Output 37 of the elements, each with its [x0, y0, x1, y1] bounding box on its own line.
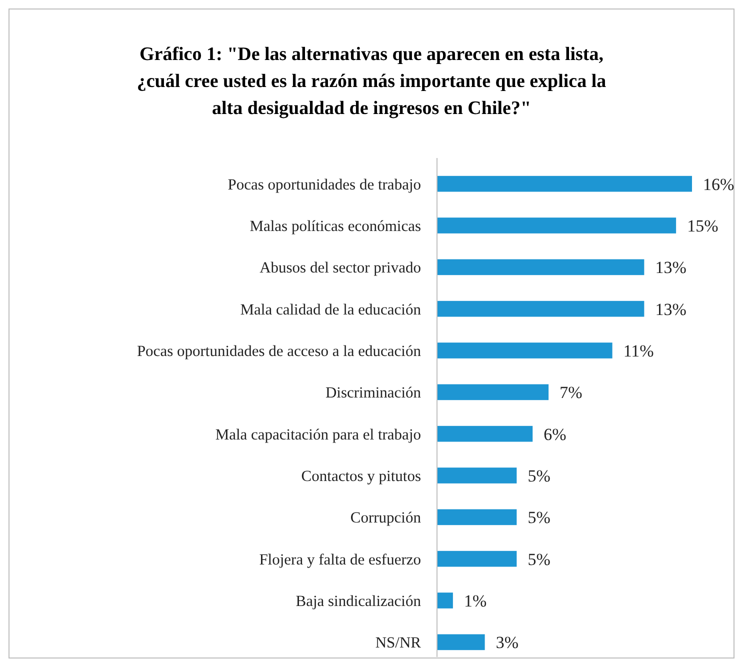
bar — [437, 468, 517, 484]
data-label: 1% — [464, 591, 487, 610]
data-label: 13% — [655, 300, 686, 319]
bar — [437, 300, 644, 317]
data-label: 5% — [528, 466, 550, 486]
data-label: 15% — [687, 216, 718, 236]
y-tick-label: Malas políticas económicas — [250, 218, 421, 235]
data-label: 16% — [703, 174, 734, 194]
y-tick-label: Contactos y pitutos — [301, 468, 421, 485]
y-tick-label: NS/NR — [375, 634, 422, 652]
data-label: 11% — [623, 341, 654, 360]
bar — [437, 426, 533, 442]
bar — [437, 550, 517, 567]
bar — [437, 218, 676, 234]
data-label: 6% — [544, 424, 566, 444]
y-tick-label: Baja sindicalización — [296, 592, 422, 610]
data-label: 3% — [496, 633, 518, 652]
y-tick-label: Mala capacitación para el trabajo — [215, 426, 422, 444]
bar — [437, 342, 612, 358]
y-tick-label: Corrupción — [350, 510, 422, 527]
data-label: 7% — [560, 383, 582, 402]
bar — [437, 176, 692, 192]
bar — [437, 592, 453, 608]
bar — [437, 634, 485, 650]
data-label: 5% — [528, 508, 550, 528]
bar — [437, 509, 517, 526]
y-tick-label: Flojera y falta de esfuerzo — [259, 551, 422, 568]
y-tick-label: Discriminación — [325, 384, 422, 402]
bar — [437, 259, 644, 276]
y-tick-label: Pocas oportunidades de trabajo — [228, 176, 422, 194]
y-tick-label: Mala calidad de la educación — [240, 301, 422, 318]
bar — [437, 384, 549, 400]
data-label: 5% — [528, 550, 550, 569]
y-tick-label: Pocas oportunidades de acceso a la educación — [136, 342, 422, 360]
chart-title: Gráfico 1: "De las alternativas que aparecen en esta lista, ¿cuál cree usted es la razón más importante que explica la alta desigualdad de ingresos en Chile?" — [136, 44, 607, 119]
y-tick-label: Abusos del sector privado — [260, 260, 422, 277]
data-label: 13% — [655, 258, 686, 278]
